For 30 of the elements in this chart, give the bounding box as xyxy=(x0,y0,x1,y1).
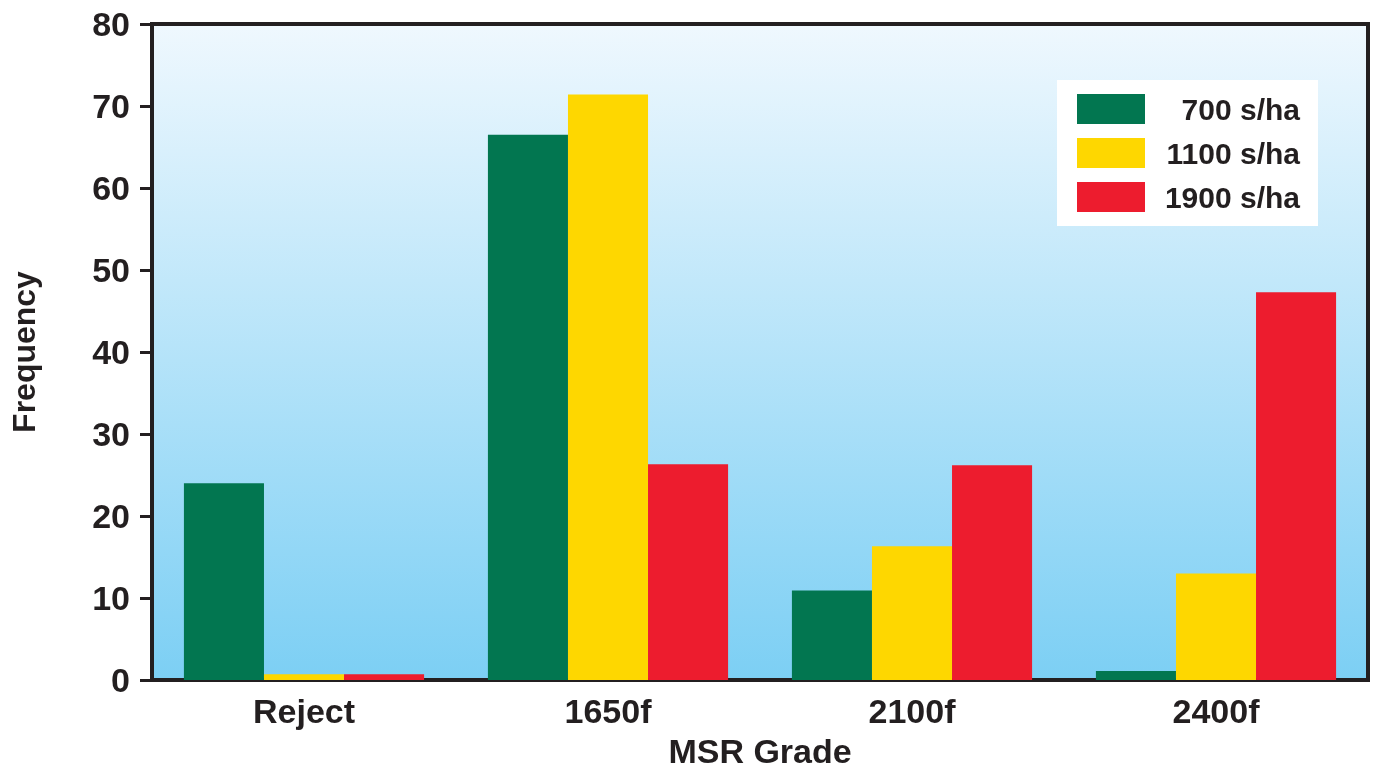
y-tick-label: 10 xyxy=(92,579,130,617)
bar xyxy=(952,465,1033,680)
x-tick-label: Reject xyxy=(252,692,356,730)
x-tick-label: 1650f xyxy=(564,692,653,730)
y-tick-label: 70 xyxy=(92,87,130,125)
y-tick-label: 80 xyxy=(92,5,130,43)
y-tick-label: 20 xyxy=(92,497,130,535)
legend-label: 1100 s/ha xyxy=(1166,136,1301,170)
bar xyxy=(487,134,568,680)
bar xyxy=(1175,573,1257,680)
y-tick-label: 40 xyxy=(92,333,130,371)
y-tick-label: 50 xyxy=(92,251,130,289)
bar xyxy=(567,94,649,680)
bar xyxy=(263,674,345,680)
bar xyxy=(1095,670,1176,680)
y-tick-label: 0 xyxy=(111,661,130,699)
bar xyxy=(791,590,872,680)
bar xyxy=(871,546,953,680)
bar xyxy=(344,674,425,680)
x-axis-title: MSR Grade xyxy=(668,732,852,770)
legend-label: 700 s/ha xyxy=(1181,92,1301,126)
bar xyxy=(183,483,264,680)
y-tick-label: 30 xyxy=(92,415,130,453)
bar xyxy=(1256,292,1337,680)
legend-label: 1900 s/ha xyxy=(1164,180,1301,214)
x-tick-label: 2400f xyxy=(1172,692,1261,730)
y-axis-title: Frequency xyxy=(6,270,42,433)
y-tick-label: 60 xyxy=(92,169,130,207)
bar xyxy=(648,464,729,680)
x-tick-label: 2100f xyxy=(868,692,957,730)
